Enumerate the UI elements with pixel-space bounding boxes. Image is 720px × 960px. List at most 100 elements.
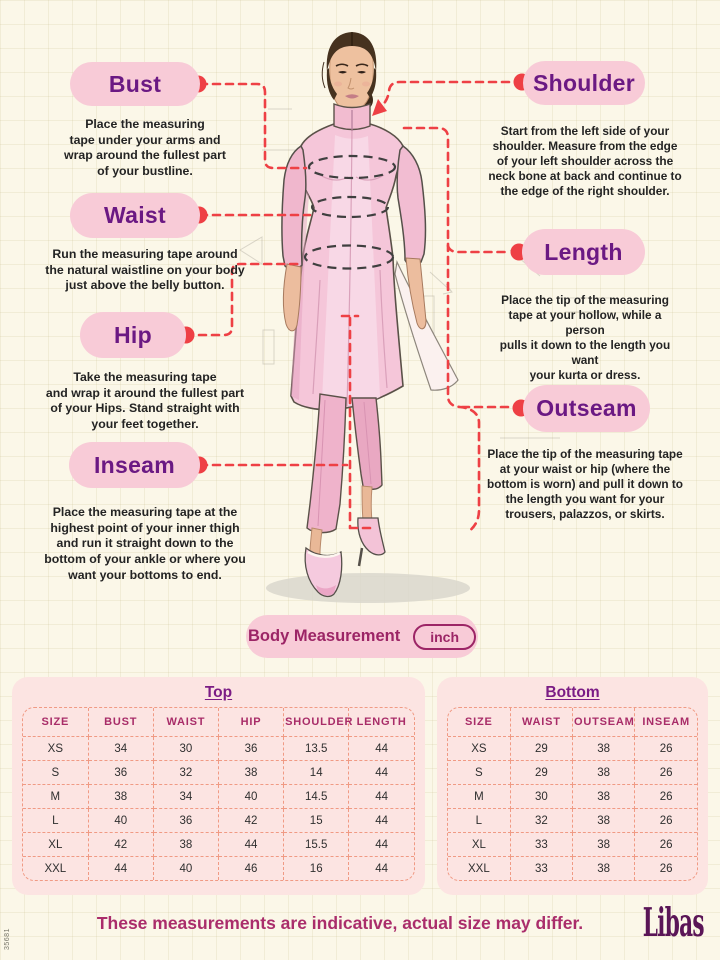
table-cell: 42 [217,808,285,833]
table-cell: 44 [348,784,414,809]
length-label: Length [544,238,623,265]
shoulder-connector [379,80,524,109]
waist-measure-ellipse [310,195,390,219]
table-cell: 46 [217,856,285,880]
waist-description: Run the measuring tape around the natura… [45,247,245,293]
table-row: XL 42 38 44 15.5 44 [23,832,414,857]
table-cell: 26 [634,736,697,761]
table-cell: 14.5 [283,784,350,809]
table-cell: 44 [87,856,154,880]
shoulder-arrowhead [372,99,387,116]
table-cell: 42 [87,832,154,857]
table-cell: 14 [283,760,350,785]
table-header-cell: SIZE [448,708,511,737]
disclaimer-text: These measurements are indicative, actua… [96,913,584,933]
shoulder-label: Shoulder [532,69,636,96]
table-row: XL 33 38 26 [448,832,697,857]
table-cell: 36 [152,808,219,833]
bust-label: Bust [108,70,162,97]
hip-measure-ellipse [303,244,395,270]
inseam-label: Inseam [93,451,176,478]
table-cell: 40 [87,808,154,833]
body-measurement-bar: Body Measurement inch [246,615,478,658]
table-cell: 16 [283,856,350,880]
table-row: XXL 33 38 26 [448,856,697,880]
inseam-line [340,314,378,530]
hip-label-pill: Hip [80,312,186,358]
table-cell: 38 [217,760,285,785]
outseam-label: Outseam [536,395,637,421]
table-row: M 38 34 40 14.5 44 [23,784,414,809]
table-cell: 36 [87,760,154,785]
kurta [290,123,404,411]
inseam-description: Place the measuring tape at the highest … [44,505,246,582]
table-cell: 38 [152,832,219,857]
table-cell: 30 [509,784,574,809]
table-cell: 32 [509,808,574,833]
table-cell: 15 [283,808,350,833]
bottom-size-table: SIZE WAIST OUTSEAM INSEAM XS 29 38 26 S 29 38 26 M 3… [447,707,698,881]
table-row: XS 34 30 36 13.5 44 [23,736,414,761]
table-cell: 33 [509,856,574,880]
table-cell: 29 [509,736,574,761]
pants-front-leg [306,393,347,534]
table-cell: XL [448,832,511,857]
table-row: S 29 38 26 [448,760,697,785]
table-header-cell: LENGTH [348,708,414,737]
table-cell: 34 [87,736,154,761]
table-header-cell: WAIST [509,708,574,737]
table-cell: 38 [571,760,636,785]
table-cell: 38 [571,808,636,833]
table-header-cell: SIZE [23,708,89,737]
side-code: 35681 [4,928,11,950]
top-table-body: XS 34 30 36 13.5 44 S 36 32 38 14 44 M 38 34 40 14.5 44 L 4… [23,736,414,880]
table-cell: S [23,760,89,785]
table-cell: 29 [509,760,574,785]
outseam-label-pill: Outseam [523,385,650,432]
table-cell: 26 [634,760,697,785]
table-row: L 40 36 42 15 44 [23,808,414,833]
length-connector [446,244,512,254]
table-row: S 36 32 38 14 44 [23,760,414,785]
pants-back-leg [351,397,383,490]
table-cell: 38 [571,832,636,857]
table-cell: 44 [348,856,414,880]
hip-description: Take the measuring tape and wrap it arou… [45,370,245,432]
bottom-table-body: XS 29 38 26 S 29 38 26 M 30 38 26 L 32 38 26 XL 33 38 26 XXL… [448,736,697,880]
waist-label-pill: Waist [70,193,200,238]
bust-measure-ellipse [307,154,397,180]
table-cell: M [448,784,511,809]
bottom-size-table-panel: Bottom SIZE WAIST OUTSEAM INSEAM XS 29 38 26 S 2… [437,677,708,895]
table-cell: 44 [348,736,414,761]
top-size-table: SIZE BUST WAIST HIP SHOULDER LENGTH XS 34 30 36 1… [22,707,415,881]
right-sleeve [396,144,427,266]
table-cell: 40 [217,784,285,809]
table-cell: 38 [571,736,636,761]
table-header-cell: WAIST [152,708,219,737]
table-header-cell: HIP [217,708,285,737]
table-cell: S [448,760,511,785]
table-cell: 33 [509,832,574,857]
table-cell: XS [23,736,89,761]
table-cell: 44 [217,832,285,857]
libas-logo: Libas [642,901,705,947]
table-header-cell: SHOULDER [283,708,352,737]
table-cell: 26 [634,856,697,880]
table-cell: 38 [571,856,636,880]
table-cell: XL [23,832,89,857]
table-cell: 26 [634,832,697,857]
table-row: M 30 38 26 [448,784,697,809]
table-cell: XXL [448,856,511,880]
table-row: L 32 38 26 [448,808,697,833]
table-row: XXL 44 40 46 16 44 [23,856,414,880]
waist-label: Waist [104,202,166,228]
shoulder-description: Start from the left side of your shoulde… [488,124,682,199]
bottom-table-title: Bottom [545,684,600,701]
table-cell: 36 [217,736,285,761]
length-label-pill: Length [522,229,645,275]
table-cell: XXL [23,856,89,880]
bust-label-pill: Bust [70,62,200,106]
table-cell: 32 [152,760,219,785]
face-features [334,63,370,99]
unit-inch-chip[interactable]: inch [413,623,476,650]
